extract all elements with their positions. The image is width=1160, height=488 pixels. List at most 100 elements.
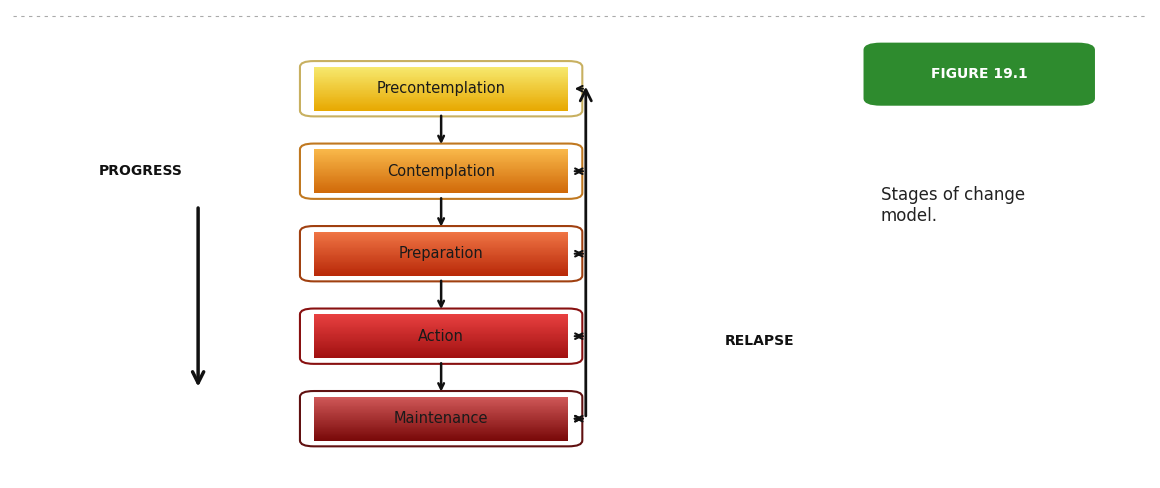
- FancyBboxPatch shape: [314, 436, 568, 437]
- FancyBboxPatch shape: [314, 234, 568, 235]
- FancyBboxPatch shape: [314, 164, 568, 165]
- FancyBboxPatch shape: [314, 156, 568, 157]
- FancyBboxPatch shape: [314, 159, 568, 160]
- FancyBboxPatch shape: [314, 162, 568, 163]
- FancyBboxPatch shape: [314, 190, 568, 191]
- FancyBboxPatch shape: [314, 401, 568, 402]
- FancyBboxPatch shape: [314, 332, 568, 333]
- FancyBboxPatch shape: [314, 408, 568, 409]
- FancyBboxPatch shape: [314, 317, 568, 318]
- FancyBboxPatch shape: [314, 323, 568, 324]
- FancyBboxPatch shape: [314, 433, 568, 434]
- FancyBboxPatch shape: [314, 260, 568, 261]
- FancyBboxPatch shape: [314, 92, 568, 93]
- FancyBboxPatch shape: [314, 188, 568, 189]
- FancyBboxPatch shape: [314, 183, 568, 184]
- FancyBboxPatch shape: [314, 424, 568, 425]
- FancyBboxPatch shape: [314, 90, 568, 91]
- FancyBboxPatch shape: [314, 430, 568, 431]
- FancyBboxPatch shape: [314, 187, 568, 188]
- FancyBboxPatch shape: [314, 186, 568, 187]
- FancyBboxPatch shape: [314, 176, 568, 177]
- FancyBboxPatch shape: [314, 341, 568, 342]
- FancyBboxPatch shape: [314, 333, 568, 334]
- FancyBboxPatch shape: [314, 93, 568, 94]
- FancyBboxPatch shape: [314, 250, 568, 251]
- FancyBboxPatch shape: [314, 170, 568, 171]
- FancyBboxPatch shape: [314, 239, 568, 240]
- FancyBboxPatch shape: [314, 154, 568, 155]
- FancyBboxPatch shape: [314, 322, 568, 323]
- FancyBboxPatch shape: [314, 351, 568, 352]
- FancyBboxPatch shape: [314, 410, 568, 411]
- FancyBboxPatch shape: [314, 344, 568, 345]
- FancyBboxPatch shape: [314, 328, 568, 329]
- FancyBboxPatch shape: [314, 321, 568, 322]
- FancyBboxPatch shape: [314, 413, 568, 414]
- FancyBboxPatch shape: [314, 233, 568, 234]
- FancyBboxPatch shape: [314, 69, 568, 70]
- FancyBboxPatch shape: [314, 171, 568, 172]
- FancyBboxPatch shape: [314, 246, 568, 247]
- FancyBboxPatch shape: [314, 73, 568, 74]
- FancyBboxPatch shape: [314, 355, 568, 356]
- FancyBboxPatch shape: [314, 329, 568, 330]
- FancyBboxPatch shape: [314, 400, 568, 401]
- FancyBboxPatch shape: [314, 86, 568, 87]
- FancyBboxPatch shape: [314, 157, 568, 158]
- FancyBboxPatch shape: [314, 350, 568, 351]
- FancyBboxPatch shape: [314, 258, 568, 259]
- FancyBboxPatch shape: [314, 268, 568, 269]
- FancyBboxPatch shape: [314, 353, 568, 354]
- FancyBboxPatch shape: [314, 174, 568, 175]
- FancyBboxPatch shape: [314, 261, 568, 262]
- FancyBboxPatch shape: [314, 76, 568, 77]
- FancyBboxPatch shape: [314, 109, 568, 110]
- FancyBboxPatch shape: [314, 440, 568, 441]
- FancyBboxPatch shape: [314, 153, 568, 154]
- FancyBboxPatch shape: [314, 175, 568, 176]
- FancyBboxPatch shape: [314, 243, 568, 244]
- FancyBboxPatch shape: [314, 100, 568, 101]
- FancyBboxPatch shape: [314, 267, 568, 268]
- FancyBboxPatch shape: [314, 256, 568, 257]
- FancyBboxPatch shape: [314, 178, 568, 179]
- FancyBboxPatch shape: [314, 349, 568, 350]
- FancyBboxPatch shape: [314, 240, 568, 241]
- FancyBboxPatch shape: [314, 71, 568, 72]
- FancyBboxPatch shape: [314, 352, 568, 353]
- FancyBboxPatch shape: [314, 110, 568, 111]
- FancyBboxPatch shape: [314, 406, 568, 407]
- FancyBboxPatch shape: [314, 273, 568, 274]
- FancyBboxPatch shape: [314, 417, 568, 418]
- FancyBboxPatch shape: [314, 327, 568, 328]
- FancyBboxPatch shape: [314, 106, 568, 107]
- Text: Stages of change
model.: Stages of change model.: [880, 186, 1025, 224]
- FancyBboxPatch shape: [314, 87, 568, 88]
- FancyBboxPatch shape: [314, 237, 568, 238]
- FancyBboxPatch shape: [314, 244, 568, 245]
- FancyBboxPatch shape: [314, 78, 568, 79]
- FancyBboxPatch shape: [314, 254, 568, 255]
- Text: PROGRESS: PROGRESS: [99, 164, 182, 178]
- FancyBboxPatch shape: [314, 236, 568, 237]
- FancyBboxPatch shape: [314, 155, 568, 156]
- FancyBboxPatch shape: [314, 173, 568, 174]
- FancyBboxPatch shape: [314, 108, 568, 109]
- FancyBboxPatch shape: [314, 435, 568, 436]
- FancyBboxPatch shape: [314, 437, 568, 438]
- FancyBboxPatch shape: [314, 75, 568, 76]
- FancyBboxPatch shape: [314, 422, 568, 423]
- FancyBboxPatch shape: [314, 419, 568, 420]
- FancyBboxPatch shape: [314, 429, 568, 430]
- FancyBboxPatch shape: [314, 99, 568, 100]
- FancyBboxPatch shape: [314, 91, 568, 92]
- FancyBboxPatch shape: [314, 318, 568, 319]
- FancyBboxPatch shape: [314, 68, 568, 69]
- FancyBboxPatch shape: [314, 438, 568, 439]
- Text: Action: Action: [419, 329, 464, 344]
- FancyBboxPatch shape: [314, 167, 568, 168]
- FancyBboxPatch shape: [314, 274, 568, 275]
- FancyBboxPatch shape: [314, 343, 568, 344]
- FancyBboxPatch shape: [314, 339, 568, 340]
